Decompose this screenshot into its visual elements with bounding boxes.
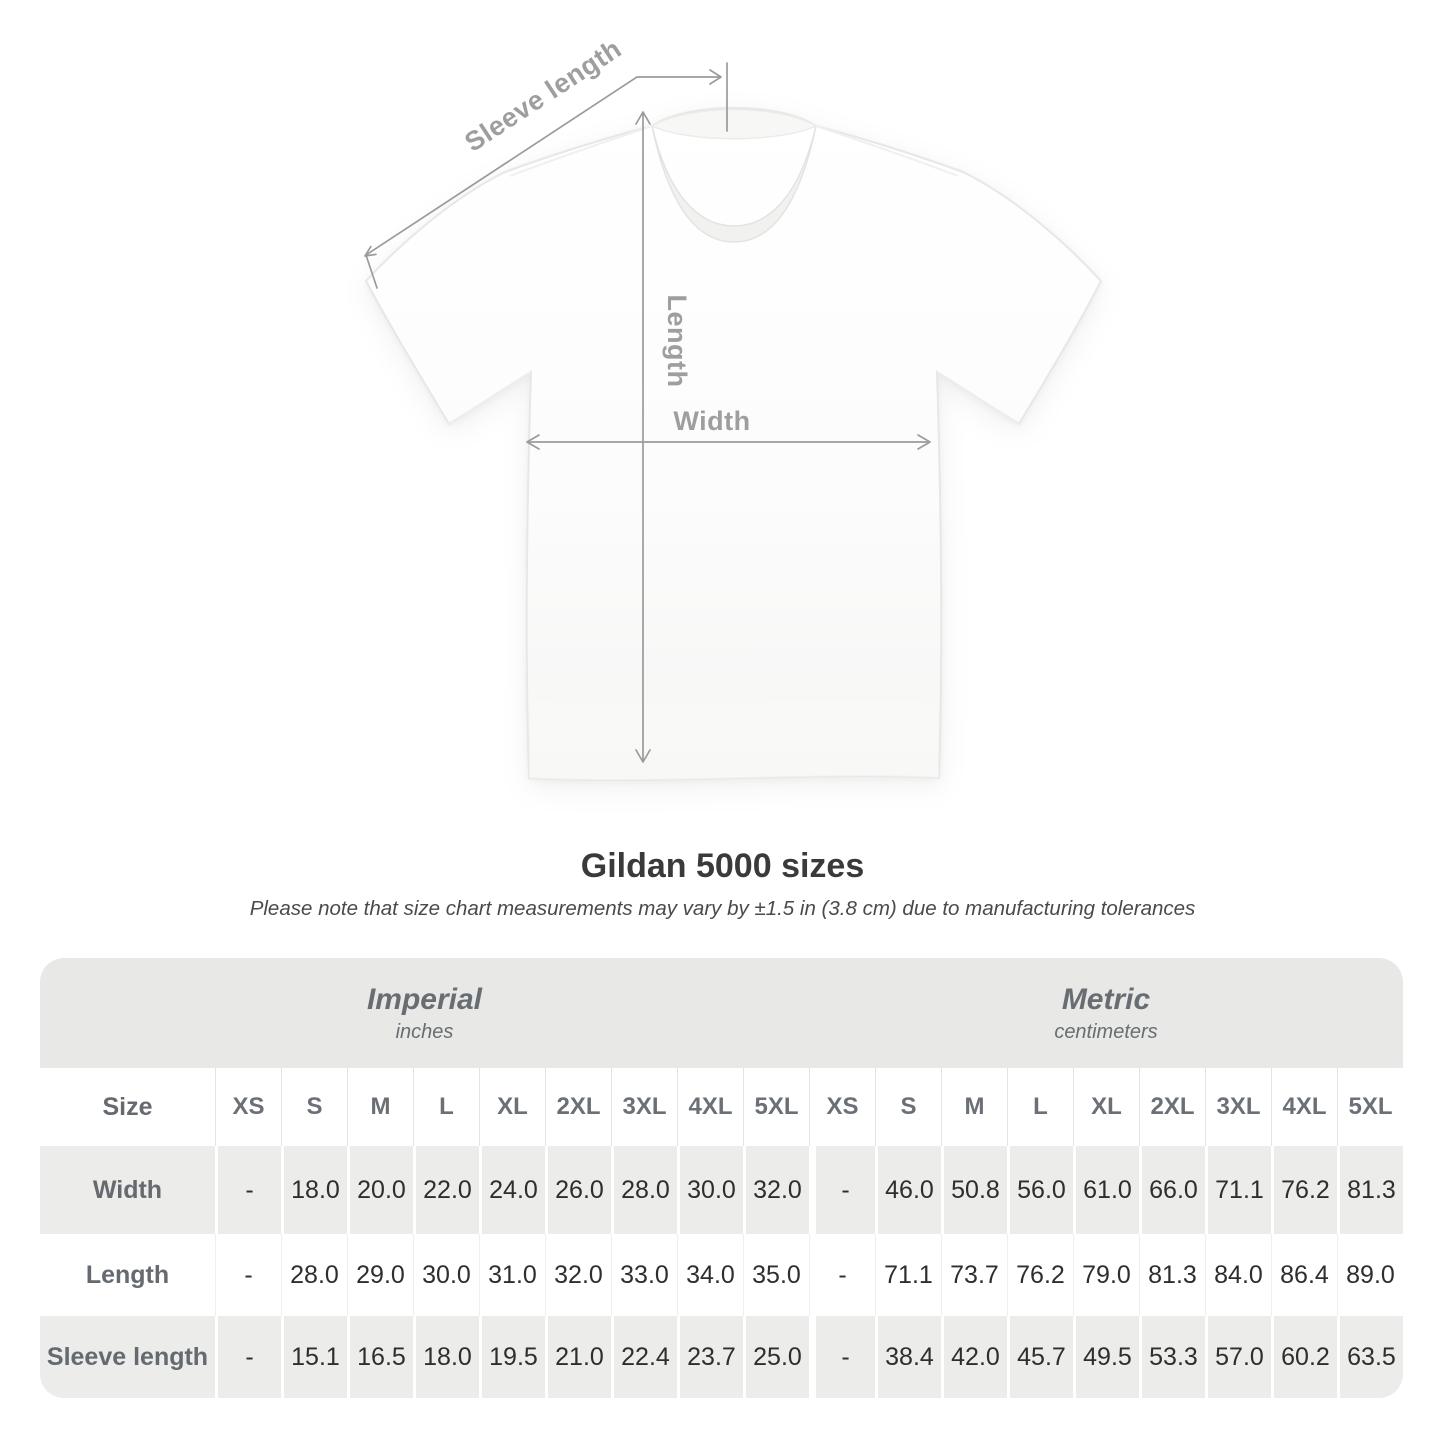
tshirt-back-collar [650, 108, 818, 140]
value-cell: 32.0 [743, 1146, 809, 1234]
size-header: 3XL [611, 1068, 677, 1146]
value-cell: 22.4 [611, 1316, 677, 1398]
size-header: M [941, 1068, 1007, 1146]
unit-band-row: Imperial inches Metric centimeters [40, 958, 1403, 1068]
value-cell: 46.0 [875, 1146, 941, 1234]
imperial-label: Imperial [366, 982, 483, 1016]
value-cell: 89.0 [1337, 1234, 1403, 1316]
width-arrow [526, 434, 931, 450]
value-cell: 63.5 [1337, 1316, 1403, 1398]
value-cell: - [215, 1316, 281, 1398]
value-cell: 16.5 [347, 1316, 413, 1398]
size-header: XS [809, 1068, 875, 1146]
size-header: S [281, 1068, 347, 1146]
value-cell: 20.0 [347, 1146, 413, 1234]
size-header: 4XL [1271, 1068, 1337, 1146]
value-cell: - [809, 1316, 875, 1398]
size-chart-table: Imperial inches Metric centimeters Size … [40, 958, 1403, 1398]
value-cell: 71.1 [1205, 1146, 1271, 1234]
value-cell: 25.0 [743, 1316, 809, 1398]
value-cell: 18.0 [281, 1146, 347, 1234]
value-cell: 76.2 [1271, 1146, 1337, 1234]
size-header: XL [1073, 1068, 1139, 1146]
value-cell: 18.0 [413, 1316, 479, 1398]
size-header: L [1007, 1068, 1073, 1146]
table-row: Length -28.0 29.0 30.0 31.0 32.0 33.0 34.0 35.0-… [40, 1234, 1403, 1316]
value-cell: 81.3 [1139, 1234, 1205, 1316]
table-row: Sleeve length -15.1 16.5 18.0 19.5 21.0 22.4 23… [40, 1316, 1403, 1398]
row-label: Sleeve length [46, 1342, 209, 1371]
value-cell: - [809, 1146, 875, 1234]
size-header: 3XL [1205, 1068, 1271, 1146]
value-cell: 15.1 [281, 1316, 347, 1398]
length-label: Length [662, 295, 692, 388]
value-cell: 81.3 [1337, 1146, 1403, 1234]
size-header: 5XL [743, 1068, 809, 1146]
value-cell: 79.0 [1073, 1234, 1139, 1316]
value-cell: 38.4 [875, 1316, 941, 1398]
value-cell: 34.0 [677, 1234, 743, 1316]
size-header: 2XL [545, 1068, 611, 1146]
value-cell: 42.0 [941, 1316, 1007, 1398]
imperial-sublabel: inches [395, 1020, 454, 1043]
value-cell: 29.0 [347, 1234, 413, 1316]
size-header: L [413, 1068, 479, 1146]
width-label: Width [673, 406, 750, 436]
value-cell: 31.0 [479, 1234, 545, 1316]
value-cell: 73.7 [941, 1234, 1007, 1316]
sleeve-length-arrow [364, 62, 728, 289]
value-cell: 24.0 [479, 1146, 545, 1234]
value-cell: 22.0 [413, 1146, 479, 1234]
tshirt-measurement-diagram: Sleeve length Length Width [364, 33, 1103, 782]
value-cell: 84.0 [1205, 1234, 1271, 1316]
metric-label: Metric [1061, 982, 1151, 1016]
tshirt-image [364, 107, 1103, 782]
value-cell: 49.5 [1073, 1316, 1139, 1398]
table-row: Width -18.0 20.0 22.0 24.0 26.0 28.0 30.0 32.0-4… [40, 1146, 1403, 1234]
imperial-unit-header: Imperial inches [40, 958, 809, 1068]
size-header: XL [479, 1068, 545, 1146]
value-cell: 60.2 [1271, 1316, 1337, 1398]
value-cell: 53.3 [1139, 1316, 1205, 1398]
value-cell: 26.0 [545, 1146, 611, 1234]
metric-unit-header: Metric centimeters [809, 958, 1403, 1068]
value-cell: - [809, 1234, 875, 1316]
value-cell: 86.4 [1271, 1234, 1337, 1316]
value-cell: 23.7 [677, 1316, 743, 1398]
size-header: 2XL [1139, 1068, 1205, 1146]
size-header: 4XL [677, 1068, 743, 1146]
value-cell: 32.0 [545, 1234, 611, 1316]
value-cell: 19.5 [479, 1316, 545, 1398]
size-header-row: Size XS S M L XL 2XL 3XL 4XL 5XL XS S M L XL 2XL 3XL 4XL… [40, 1068, 1403, 1146]
size-corner-label: Size [102, 1092, 153, 1121]
value-cell: 30.0 [677, 1146, 743, 1234]
value-cell: 56.0 [1007, 1146, 1073, 1234]
size-header: 5XL [1337, 1068, 1403, 1146]
row-label: Length [85, 1260, 170, 1289]
length-arrow [635, 111, 651, 763]
value-cell: 28.0 [611, 1146, 677, 1234]
value-cell: 76.2 [1007, 1234, 1073, 1316]
value-cell: 50.8 [941, 1146, 1007, 1234]
size-header: XS [215, 1068, 281, 1146]
value-cell: 33.0 [611, 1234, 677, 1316]
value-cell: 30.0 [413, 1234, 479, 1316]
tolerance-note: Please note that size chart measurements… [249, 897, 1196, 920]
value-cell: - [215, 1146, 281, 1234]
tshirt-body [364, 107, 1103, 782]
value-cell: 66.0 [1139, 1146, 1205, 1234]
value-cell: 45.7 [1007, 1316, 1073, 1398]
size-header: S [875, 1068, 941, 1146]
value-cell: 61.0 [1073, 1146, 1139, 1234]
row-label: Width [92, 1175, 163, 1204]
size-header: M [347, 1068, 413, 1146]
value-cell: 21.0 [545, 1316, 611, 1398]
page-title: Gildan 5000 sizes [580, 847, 865, 885]
value-cell: 71.1 [875, 1234, 941, 1316]
value-cell: 35.0 [743, 1234, 809, 1316]
value-cell: - [215, 1234, 281, 1316]
value-cell: 28.0 [281, 1234, 347, 1316]
metric-sublabel: centimeters [1054, 1020, 1158, 1043]
value-cell: 57.0 [1205, 1316, 1271, 1398]
